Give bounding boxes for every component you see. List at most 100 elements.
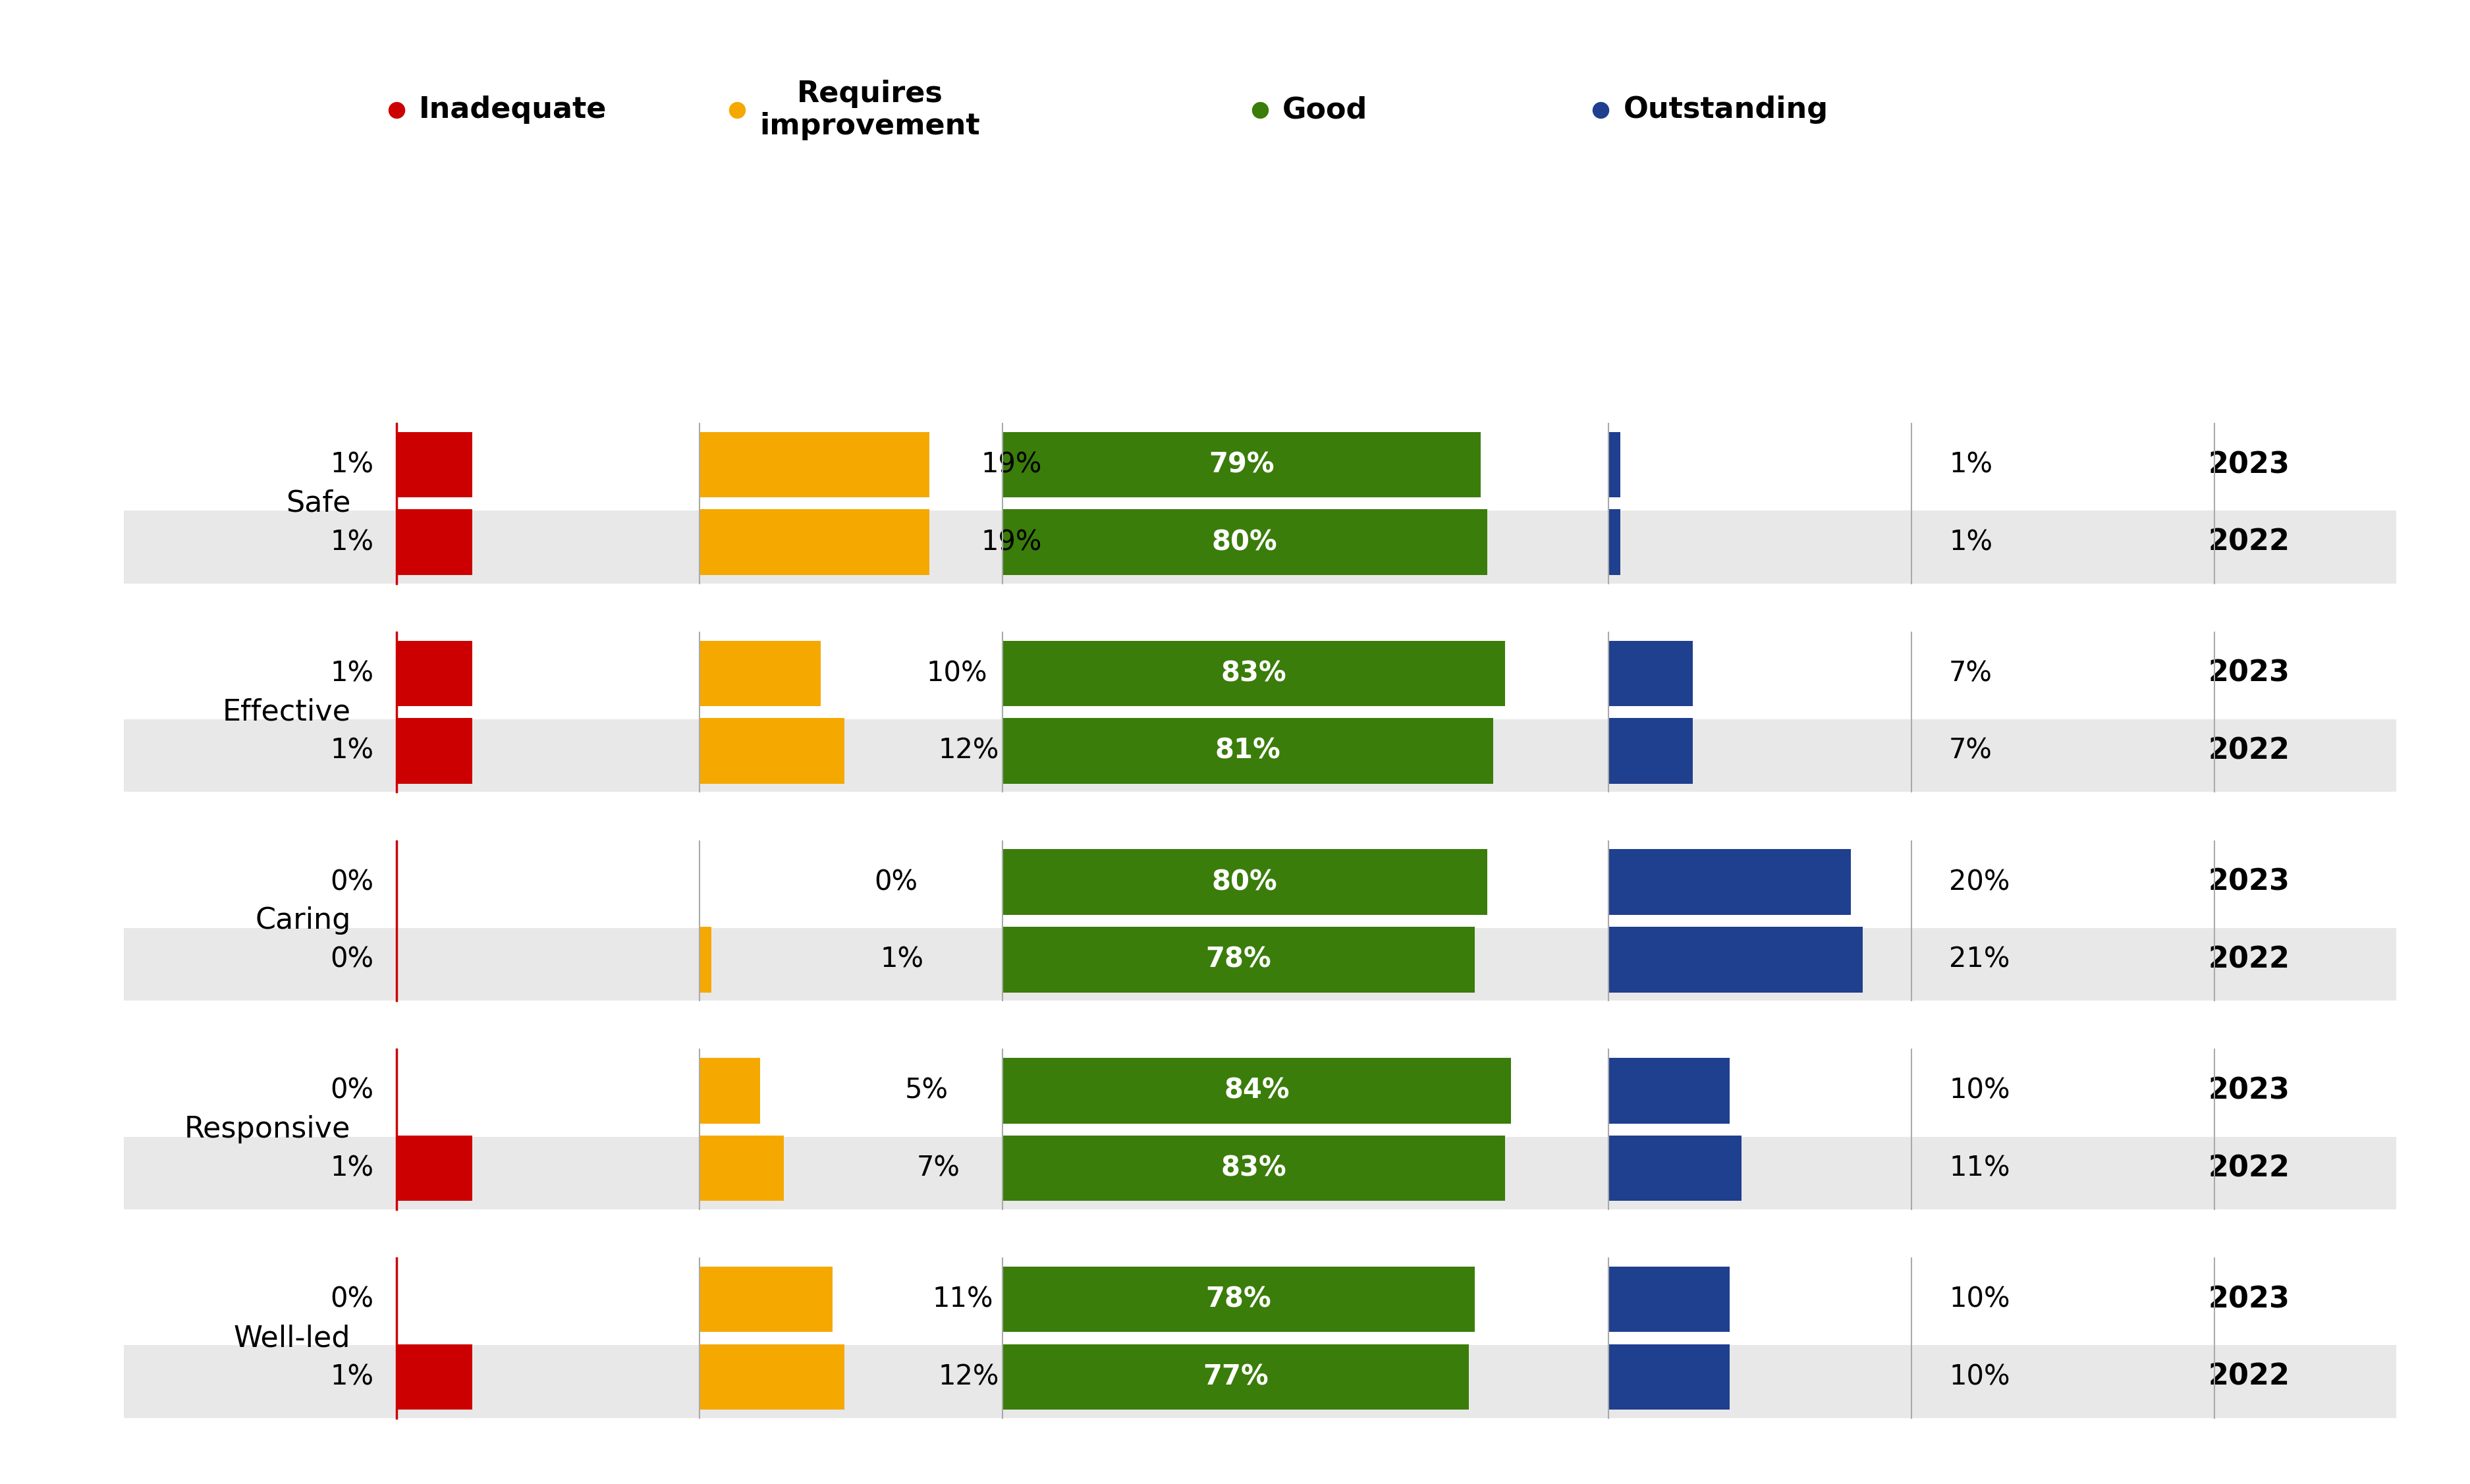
FancyBboxPatch shape	[395, 1345, 472, 1410]
FancyBboxPatch shape	[699, 1345, 845, 1410]
Text: 7%: 7%	[1949, 659, 1993, 687]
Text: 1%: 1%	[331, 1362, 373, 1391]
Text: 2022: 2022	[2208, 528, 2290, 556]
FancyBboxPatch shape	[123, 433, 2396, 506]
Text: 0%: 0%	[874, 868, 919, 896]
FancyBboxPatch shape	[1608, 509, 1620, 574]
Text: 1%: 1%	[331, 738, 373, 764]
Text: Good: Good	[1282, 96, 1368, 125]
Text: 78%: 78%	[1205, 945, 1272, 974]
Text: Requires
improvement: Requires improvement	[761, 80, 981, 141]
FancyBboxPatch shape	[699, 926, 711, 993]
Text: Safe: Safe	[287, 490, 351, 518]
FancyBboxPatch shape	[1003, 1266, 1475, 1333]
Point	[1581, 98, 1620, 122]
Text: 80%: 80%	[1213, 868, 1277, 896]
Text: 7%: 7%	[916, 1155, 961, 1183]
Text: 12%: 12%	[939, 738, 1000, 764]
Text: 1%: 1%	[331, 659, 373, 687]
FancyBboxPatch shape	[123, 1060, 2396, 1132]
FancyBboxPatch shape	[123, 1267, 2396, 1340]
Text: Outstanding: Outstanding	[1623, 96, 1828, 125]
Text: 1%: 1%	[879, 945, 924, 974]
FancyBboxPatch shape	[699, 1058, 761, 1123]
FancyBboxPatch shape	[699, 1135, 783, 1201]
Text: 19%: 19%	[981, 528, 1042, 556]
Text: 1%: 1%	[331, 1155, 373, 1183]
FancyBboxPatch shape	[1003, 432, 1482, 497]
FancyBboxPatch shape	[1003, 718, 1492, 784]
Text: 80%: 80%	[1213, 528, 1277, 556]
FancyBboxPatch shape	[395, 718, 472, 784]
FancyBboxPatch shape	[1608, 1266, 1729, 1333]
Text: 0%: 0%	[331, 945, 373, 974]
Text: 11%: 11%	[931, 1285, 993, 1313]
Text: 20%: 20%	[1949, 868, 2011, 896]
FancyBboxPatch shape	[123, 1346, 2396, 1419]
Text: 1%: 1%	[331, 528, 373, 556]
FancyBboxPatch shape	[123, 850, 2396, 923]
Text: 10%: 10%	[1949, 1285, 2011, 1313]
Text: 2023: 2023	[2208, 868, 2290, 896]
FancyBboxPatch shape	[123, 928, 2396, 1000]
FancyBboxPatch shape	[395, 641, 472, 706]
Text: 1%: 1%	[331, 451, 373, 478]
FancyBboxPatch shape	[395, 432, 472, 497]
FancyBboxPatch shape	[1003, 849, 1487, 914]
Text: 0%: 0%	[331, 1285, 373, 1313]
FancyBboxPatch shape	[699, 1266, 832, 1333]
FancyBboxPatch shape	[123, 641, 2396, 714]
Text: 2022: 2022	[2208, 736, 2290, 766]
FancyBboxPatch shape	[1608, 718, 1692, 784]
Text: 2023: 2023	[2208, 1285, 2290, 1313]
Text: 83%: 83%	[1220, 1155, 1287, 1183]
Text: 84%: 84%	[1223, 1077, 1289, 1104]
Text: Effective: Effective	[222, 697, 351, 726]
Text: 2022: 2022	[2208, 1362, 2290, 1391]
Text: 12%: 12%	[939, 1362, 1000, 1391]
FancyBboxPatch shape	[1608, 432, 1620, 497]
FancyBboxPatch shape	[1003, 509, 1487, 574]
FancyBboxPatch shape	[1608, 1135, 1741, 1201]
FancyBboxPatch shape	[123, 1137, 2396, 1209]
Point	[716, 98, 756, 122]
FancyBboxPatch shape	[1003, 926, 1475, 993]
Text: 2023: 2023	[2208, 659, 2290, 687]
Text: 78%: 78%	[1205, 1285, 1272, 1313]
Text: Responsive: Responsive	[185, 1116, 351, 1144]
FancyBboxPatch shape	[1608, 1345, 1729, 1410]
Text: 5%: 5%	[904, 1077, 948, 1104]
Text: Inadequate: Inadequate	[420, 96, 608, 125]
Text: Caring: Caring	[254, 907, 351, 935]
Text: 79%: 79%	[1208, 451, 1275, 478]
Text: 7%: 7%	[1949, 738, 1993, 764]
Text: 83%: 83%	[1220, 659, 1287, 687]
FancyBboxPatch shape	[699, 509, 929, 574]
FancyBboxPatch shape	[395, 1135, 472, 1201]
Text: 21%: 21%	[1949, 945, 2011, 974]
FancyBboxPatch shape	[699, 432, 929, 497]
FancyBboxPatch shape	[123, 720, 2396, 792]
FancyBboxPatch shape	[699, 718, 845, 784]
FancyBboxPatch shape	[1608, 849, 1850, 914]
FancyBboxPatch shape	[1608, 1058, 1729, 1123]
FancyBboxPatch shape	[1003, 1135, 1504, 1201]
FancyBboxPatch shape	[1003, 1345, 1470, 1410]
Text: 10%: 10%	[926, 659, 988, 687]
FancyBboxPatch shape	[1003, 641, 1504, 706]
Text: 2022: 2022	[2208, 945, 2290, 974]
Text: 1%: 1%	[1949, 451, 1993, 478]
Text: Well-led: Well-led	[235, 1324, 351, 1352]
Text: 0%: 0%	[331, 868, 373, 896]
Text: 2023: 2023	[2208, 1076, 2290, 1106]
Text: 1%: 1%	[1949, 528, 1993, 556]
Text: 19%: 19%	[981, 451, 1042, 478]
Text: 2023: 2023	[2208, 451, 2290, 479]
Text: 10%: 10%	[1949, 1077, 2011, 1104]
Text: 77%: 77%	[1203, 1362, 1267, 1391]
FancyBboxPatch shape	[1608, 641, 1692, 706]
Text: 2022: 2022	[2208, 1155, 2290, 1183]
Text: 10%: 10%	[1949, 1362, 2011, 1391]
Text: 81%: 81%	[1215, 738, 1279, 764]
Point	[375, 98, 415, 122]
